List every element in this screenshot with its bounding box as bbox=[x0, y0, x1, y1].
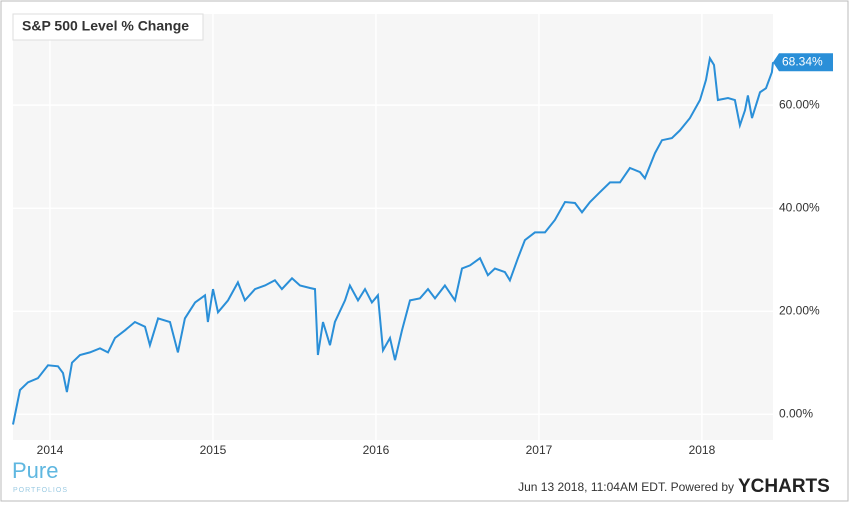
value-label-box bbox=[773, 53, 833, 72]
x-tick-label: 2017 bbox=[526, 443, 553, 457]
chart-title: S&P 500 Level % Change bbox=[22, 18, 189, 34]
timestamp: Jun 13 2018, 11:04AM EDT. Powered by bbox=[518, 480, 734, 494]
brand: YCHARTS bbox=[738, 476, 830, 497]
y-tick-label: 0.00% bbox=[779, 406, 813, 420]
value-label: 68.34% bbox=[782, 54, 823, 68]
y-tick-label: 20.00% bbox=[779, 303, 820, 317]
y-tick-label: 60.00% bbox=[779, 97, 820, 111]
y-tick-label: 40.00% bbox=[779, 200, 820, 214]
logo: Pure bbox=[12, 458, 58, 483]
x-tick-label: 2014 bbox=[37, 443, 64, 457]
x-tick-label: 2015 bbox=[200, 443, 227, 457]
title-box bbox=[12, 13, 204, 41]
plot-area bbox=[13, 14, 773, 440]
logo-sub: PORTFOLIOS bbox=[13, 487, 68, 494]
x-tick-label: 2016 bbox=[363, 443, 390, 457]
line bbox=[12, 55, 774, 425]
x-tick-label: 2018 bbox=[689, 443, 716, 457]
